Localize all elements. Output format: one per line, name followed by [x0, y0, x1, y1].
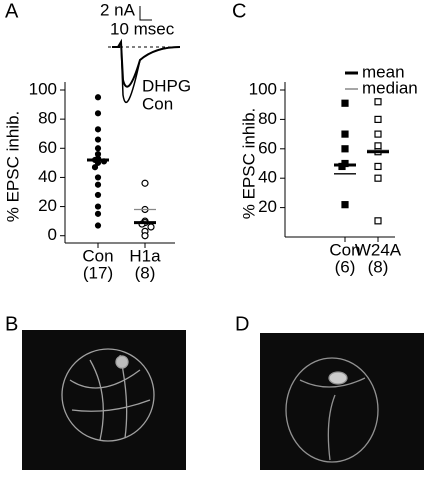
inset-traces	[108, 6, 181, 103]
point	[94, 174, 102, 181]
scale-label: 2 nA	[100, 0, 136, 19]
point	[374, 174, 382, 182]
y-axis-label: % EPSC inhib.	[3, 111, 22, 223]
point	[341, 201, 349, 209]
y-tick-label: 0	[48, 225, 57, 244]
point	[94, 222, 102, 229]
point	[374, 142, 382, 150]
x-tick-label: W24A	[355, 240, 402, 259]
panel-label: A	[5, 0, 19, 22]
point	[141, 232, 149, 240]
point	[141, 179, 149, 187]
micrograph	[22, 330, 186, 470]
panel-label: D	[235, 313, 249, 335]
point	[94, 94, 102, 101]
y-tick-label: 100	[249, 79, 277, 98]
panel-label: B	[5, 313, 18, 335]
legend-label: mean	[362, 62, 405, 81]
point	[341, 99, 349, 107]
cell-image	[285, 357, 379, 463]
point	[374, 98, 382, 106]
point	[94, 191, 102, 199]
y-tick-label: 20	[38, 196, 57, 215]
point	[94, 203, 102, 210]
y-tick-label: 80	[38, 109, 57, 128]
point	[374, 115, 382, 124]
point	[374, 217, 382, 225]
point	[94, 181, 102, 188]
y-tick-label: 40	[258, 168, 277, 187]
point	[91, 164, 99, 171]
n-label: (6)	[335, 257, 356, 276]
x-tick-label: Con	[329, 240, 360, 259]
n-label: (17)	[83, 263, 113, 282]
point	[94, 136, 102, 143]
y-tick-label: 40	[38, 167, 57, 186]
n-label: (8)	[135, 263, 156, 282]
trace-label: Con	[142, 94, 173, 113]
y-tick-label: 60	[258, 138, 277, 157]
point	[374, 130, 382, 138]
point	[94, 126, 102, 133]
n-label: (8)	[368, 257, 389, 276]
micrograph	[260, 333, 424, 470]
point	[94, 210, 102, 217]
x-tick-label: H1a	[129, 246, 161, 265]
point	[147, 223, 155, 231]
panel-label: C	[232, 0, 246, 22]
point	[374, 162, 382, 171]
y-tick-label: 60	[38, 138, 57, 157]
legend-label: median	[362, 78, 418, 97]
y-tick-label: 80	[258, 109, 277, 128]
y-axis-label: % EPSC inhib.	[239, 108, 258, 220]
cell-image	[61, 348, 155, 442]
scale-label: 10 msec	[110, 19, 175, 38]
x-tick-label: Con	[82, 246, 113, 265]
y-tick-label: 100	[29, 79, 57, 98]
trace-label: DHPG	[142, 76, 191, 95]
y-tick-label: 20	[258, 197, 277, 216]
point	[94, 110, 102, 117]
point	[341, 130, 349, 138]
point	[341, 145, 349, 153]
point	[94, 145, 102, 152]
